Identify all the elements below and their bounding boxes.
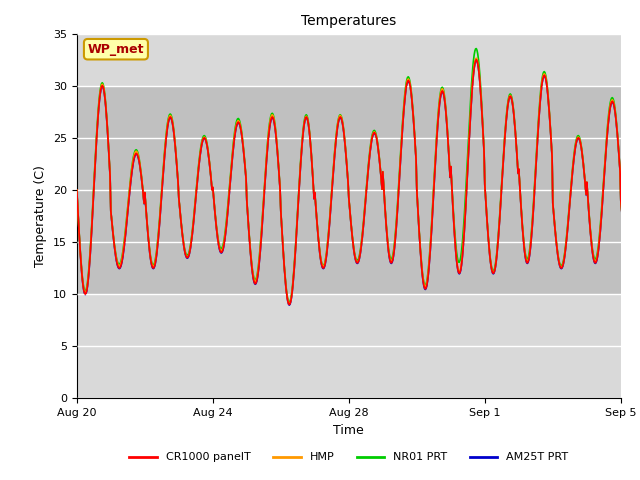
NR01 PRT (139, 185, 147, 191)
AM25T PRT (73, 188, 81, 193)
NR01 PRT (285, 300, 293, 305)
CR1000 panelT (422, 286, 429, 292)
NR01 PRT (151, 259, 159, 265)
NR01 PRT (73, 187, 81, 193)
Bar (77, 86, 621, 294)
AM25T PRT (139, 187, 147, 192)
Line: CR1000 panelT: CR1000 panelT (77, 60, 640, 305)
HMP (190, 217, 198, 223)
CR1000 panelT (285, 302, 293, 308)
Legend: CR1000 panelT, HMP, NR01 PRT, AM25T PRT: CR1000 panelT, HMP, NR01 PRT, AM25T PRT (125, 448, 573, 467)
AM25T PRT (190, 218, 198, 224)
AM25T PRT (285, 302, 293, 308)
Text: WP_met: WP_met (88, 43, 144, 56)
HMP (422, 284, 429, 289)
CR1000 panelT (190, 218, 198, 224)
HMP (73, 187, 81, 193)
NR01 PRT (190, 215, 198, 220)
CR1000 panelT (372, 135, 380, 141)
CR1000 panelT (151, 263, 159, 268)
CR1000 panelT (472, 57, 480, 62)
NR01 PRT (516, 178, 524, 184)
AM25T PRT (422, 287, 429, 292)
NR01 PRT (372, 133, 380, 139)
HMP (472, 55, 480, 61)
CR1000 panelT (73, 187, 81, 193)
CR1000 panelT (516, 179, 524, 184)
AM25T PRT (151, 263, 159, 269)
AM25T PRT (472, 57, 480, 63)
HMP (372, 134, 380, 140)
Line: HMP: HMP (77, 58, 640, 304)
HMP (516, 179, 524, 184)
NR01 PRT (422, 282, 429, 288)
X-axis label: Time: Time (333, 424, 364, 437)
CR1000 panelT (139, 186, 147, 192)
Title: Temperatures: Temperatures (301, 14, 396, 28)
Line: NR01 PRT: NR01 PRT (77, 48, 640, 302)
AM25T PRT (372, 135, 380, 141)
NR01 PRT (472, 46, 480, 51)
HMP (139, 185, 147, 191)
Line: AM25T PRT: AM25T PRT (77, 60, 640, 305)
HMP (285, 301, 293, 307)
Y-axis label: Temperature (C): Temperature (C) (35, 165, 47, 267)
AM25T PRT (516, 179, 524, 185)
HMP (151, 261, 159, 267)
